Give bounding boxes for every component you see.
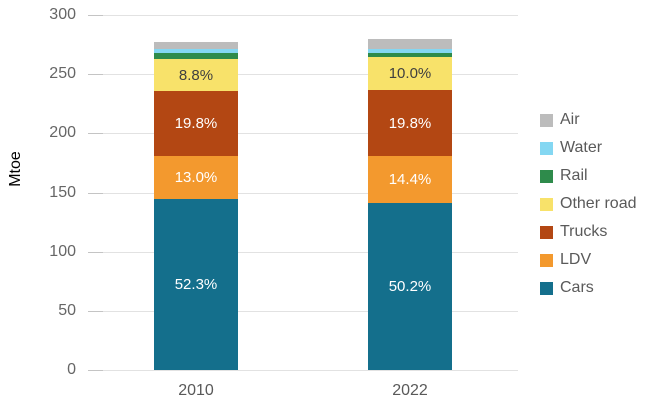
y-tick-label-100: 100	[49, 243, 76, 260]
gridline-100	[88, 252, 518, 253]
legend-swatch-other-road	[540, 197, 553, 211]
y-tick-label-200: 200	[49, 124, 76, 141]
y-tick-label-50: 50	[58, 302, 76, 319]
legend-swatch-ldv	[540, 253, 553, 267]
bar-segment-cars-2010[interactable]: 52.3%	[154, 199, 238, 370]
segment-percent-label: 14.4%	[388, 171, 432, 188]
y-tick-label-0: 0	[67, 361, 76, 378]
bar-2010: 52.3% 13.0% 19.8% 8.8%	[154, 42, 238, 370]
legend-swatch-cars	[540, 281, 553, 295]
bar-segment-ldv-2010[interactable]: 13.0%	[154, 156, 238, 199]
legend-label-other-road: Other road	[560, 195, 637, 212]
legend-item-air[interactable]: Air	[540, 106, 636, 134]
bar-segment-other-road-2022[interactable]: 10.0%	[368, 57, 452, 90]
segment-percent-label: 10.0%	[388, 65, 432, 82]
segment-percent-label: 19.8%	[388, 114, 432, 132]
y-tick-label-250: 250	[49, 65, 76, 82]
bar-segment-air-2010[interactable]	[154, 42, 238, 49]
segment-percent-label: 50.2%	[388, 278, 432, 295]
segment-percent-label: 13.0%	[174, 169, 218, 186]
legend: Air Water Rail Other road Trucks LDV Cars	[540, 106, 636, 302]
legend-item-water[interactable]: Water	[540, 134, 636, 162]
legend-label-water: Water	[560, 139, 603, 156]
gridline-300	[88, 15, 518, 16]
bar-segment-air-2022[interactable]	[368, 39, 452, 49]
y-tick-label-150: 150	[49, 184, 76, 201]
legend-item-ldv[interactable]: LDV	[540, 246, 636, 274]
gridline-150	[88, 193, 518, 194]
bar-segment-water-2010[interactable]	[154, 49, 238, 53]
segment-percent-label: 19.8%	[174, 115, 218, 132]
y-axis-tick	[88, 133, 103, 134]
gridline-200	[88, 133, 518, 134]
y-axis-tick	[88, 252, 103, 253]
x-tick-label-2010: 2010	[178, 382, 214, 399]
y-axis-tick	[88, 311, 103, 312]
gridline-250	[88, 74, 518, 75]
y-axis-title: Mtoe	[7, 151, 24, 187]
y-tick-label-300: 300	[49, 6, 76, 23]
legend-label-cars: Cars	[560, 279, 594, 296]
bar-segment-rail-2010[interactable]	[154, 53, 238, 59]
gridline-50	[88, 311, 518, 312]
bar-2022: 50.2% 14.4% 19.8% 10.0%	[368, 39, 452, 370]
segment-percent-label: 52.3%	[174, 276, 218, 293]
legend-item-rail[interactable]: Rail	[540, 162, 636, 190]
bar-segment-trucks-2010[interactable]: 19.8%	[154, 91, 238, 156]
segment-percent-label: 8.8%	[178, 66, 214, 84]
bar-segment-other-road-2010[interactable]: 8.8%	[154, 59, 238, 91]
gridline-0	[88, 370, 518, 371]
bar-segment-water-2022[interactable]	[368, 49, 452, 53]
y-axis-tick	[88, 193, 103, 194]
y-axis-tick	[88, 15, 103, 16]
legend-item-trucks[interactable]: Trucks	[540, 218, 636, 246]
legend-swatch-air	[540, 113, 553, 127]
bar-segment-trucks-2022[interactable]: 19.8%	[368, 90, 452, 156]
bar-segment-rail-2022[interactable]	[368, 53, 452, 57]
bar-segment-ldv-2022[interactable]: 14.4%	[368, 156, 452, 203]
y-axis-tick	[88, 74, 103, 75]
legend-item-other-road[interactable]: Other road	[540, 190, 636, 218]
legend-swatch-rail	[540, 169, 553, 183]
legend-label-air: Air	[560, 111, 580, 128]
legend-item-cars[interactable]: Cars	[540, 274, 636, 302]
bar-segment-cars-2022[interactable]: 50.2%	[368, 203, 452, 370]
legend-label-rail: Rail	[560, 167, 588, 184]
x-tick-label-2022: 2022	[392, 382, 428, 399]
legend-swatch-water	[540, 141, 553, 155]
legend-label-trucks: Trucks	[560, 223, 608, 240]
legend-swatch-trucks	[540, 225, 553, 239]
legend-label-ldv: LDV	[560, 251, 592, 268]
y-axis-tick	[88, 370, 103, 371]
